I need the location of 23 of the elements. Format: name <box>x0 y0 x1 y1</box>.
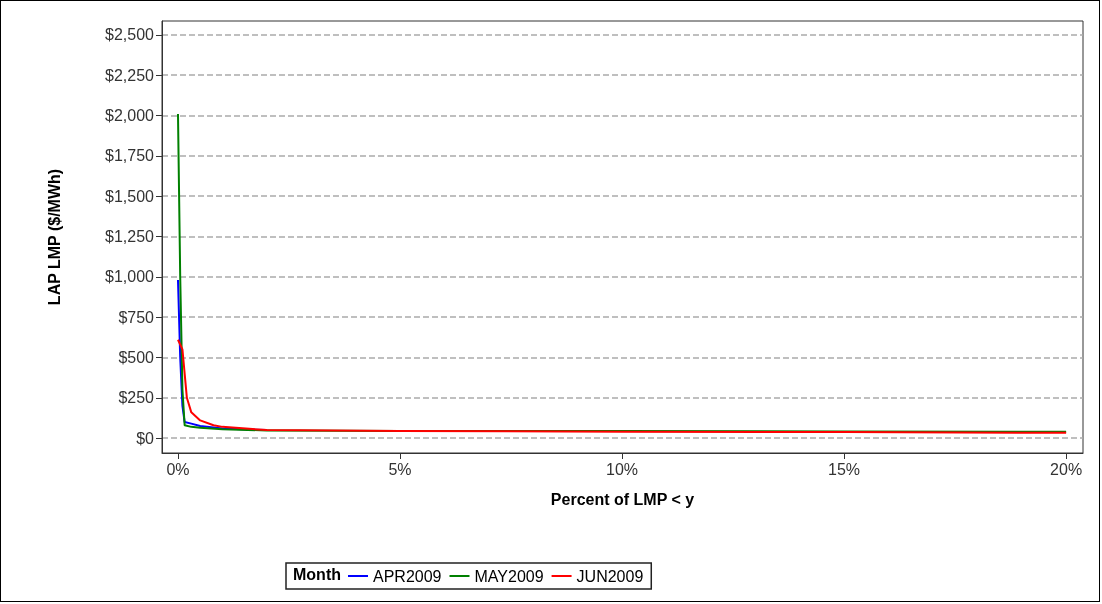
y-tick-label: $1,000 <box>105 268 155 286</box>
y-axis-title: LAP LMP ($/MWh) <box>45 168 63 306</box>
y-tick-label: $1,500 <box>105 187 155 205</box>
y-tick-label: $2,000 <box>105 107 155 125</box>
y-tick-label: $1,750 <box>105 147 155 165</box>
y-tick-label: $500 <box>118 349 155 366</box>
x-tick-label: 10% <box>606 460 639 478</box>
line-series <box>176 338 1068 434</box>
x-tick-label: 20% <box>1050 460 1083 478</box>
x-tick-label: 0% <box>166 460 190 478</box>
y-tick-label: $0 <box>136 429 155 447</box>
y-tick-label: $750 <box>118 308 155 326</box>
x-axis-title: Percent of LMP < y <box>550 490 695 508</box>
x-tick-label: 5% <box>388 460 412 478</box>
y-tick-label: $250 <box>118 389 155 407</box>
y-tick-label: $2,250 <box>105 66 155 84</box>
legend-label: APR2009 <box>373 567 442 585</box>
y-tick-label: $2,500 <box>105 26 155 44</box>
legend-label: MAY2009 <box>474 567 544 585</box>
legend-title: Month <box>293 565 341 583</box>
legend-label: JUN2009 <box>576 567 644 585</box>
x-tick-label: 15% <box>828 460 861 478</box>
y-tick-label: $1,250 <box>105 228 155 246</box>
